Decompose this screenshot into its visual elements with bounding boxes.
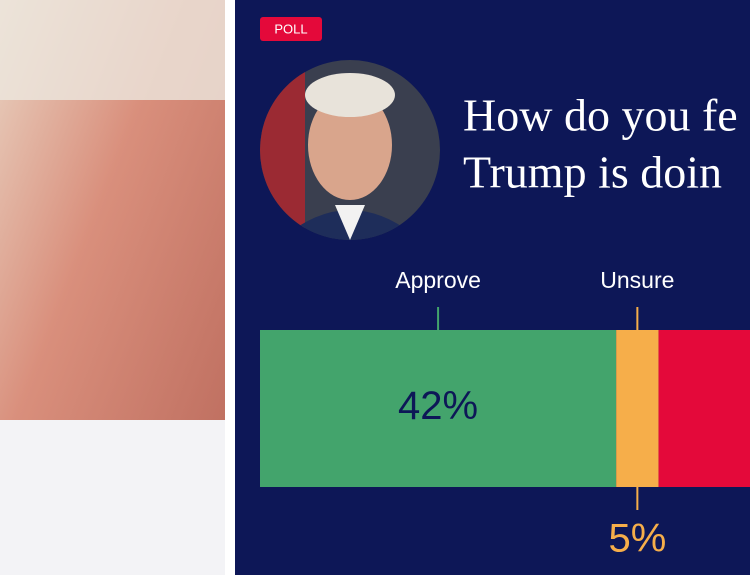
divider <box>225 0 235 575</box>
value-label: 42% <box>398 384 478 428</box>
bar-segment <box>260 330 617 487</box>
title-line: How do you fe <box>463 90 738 141</box>
title-line: Trump is doin <box>463 147 722 198</box>
photo-hair <box>0 0 225 100</box>
value-label: 5% <box>608 517 666 561</box>
portrait <box>260 60 440 240</box>
segment-label: Approve <box>395 267 481 293</box>
segment-label: Unsure <box>600 267 674 293</box>
badge-text: POLL <box>274 21 307 36</box>
bar-segment <box>616 330 659 487</box>
badge <box>260 17 322 41</box>
photo-shirt <box>0 420 225 575</box>
bar-segment <box>658 330 750 487</box>
